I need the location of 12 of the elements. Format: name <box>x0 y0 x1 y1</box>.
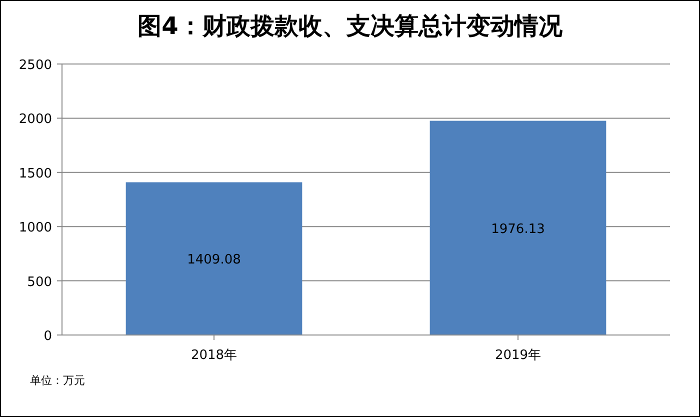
y-tick-label: 0 <box>44 329 52 344</box>
y-tick-label: 1000 <box>18 220 52 236</box>
y-tick-label: 500 <box>27 274 52 290</box>
chart-title: 图4：财政拨款收、支决算总计变动情况 <box>138 12 564 40</box>
data-label: 1976.13 <box>491 222 545 237</box>
x-tick-label: 2018年 <box>190 348 238 363</box>
y-tick-label: 2500 <box>18 58 52 73</box>
y-tick-label: 2000 <box>18 112 52 128</box>
y-tick-label: 1500 <box>18 166 52 182</box>
x-tick-label: 2019年 <box>494 348 542 363</box>
data-label: 1409.08 <box>187 252 241 268</box>
text: 单位：万元 <box>30 374 85 387</box>
